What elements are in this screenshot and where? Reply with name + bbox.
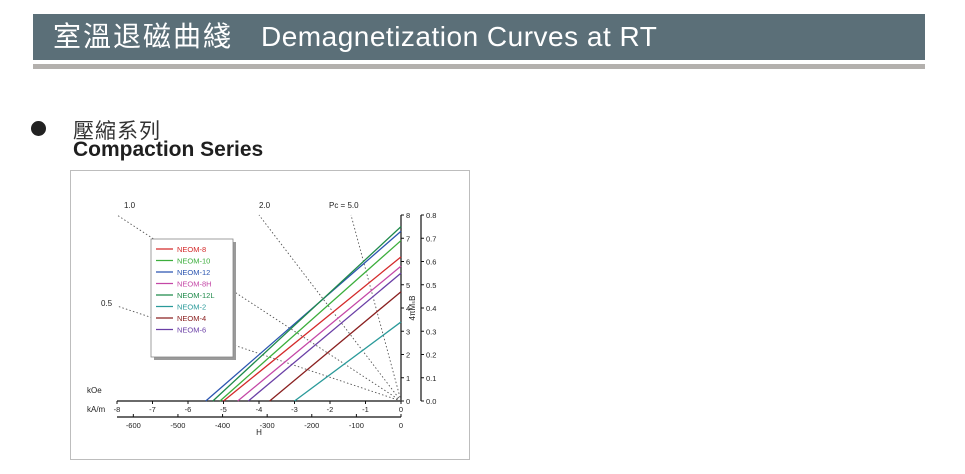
y-axis-label-t: 4πMₛB xyxy=(408,296,417,321)
x-tick-label-koe: -1 xyxy=(362,405,369,414)
legend-label: NEOM-8 xyxy=(177,245,206,254)
x-axis-label-h: H xyxy=(256,428,262,437)
section-title-cjk: 壓縮系列 xyxy=(73,120,161,143)
series-line xyxy=(205,230,402,402)
legend-label: NEOM-12L xyxy=(177,291,215,300)
series-line xyxy=(223,256,402,402)
demagnetization-chart: 1.0 2.0 Pc = 5.0 0.5 -8 -7 -6 -5 -4 -3 -2 -1 0 kOe kA/… xyxy=(87,201,436,437)
y-tick-label-t: 0.4 xyxy=(426,304,436,313)
load-line-label: 1.0 xyxy=(124,201,136,210)
y-tick-label-kg: 5 xyxy=(406,281,410,290)
x-tick-label-koe: -7 xyxy=(149,405,156,414)
series-line xyxy=(247,272,402,402)
y-tick-label-kg: 3 xyxy=(406,327,410,336)
series-line xyxy=(269,291,402,402)
y-tick-label-t: 0.0 xyxy=(426,397,436,406)
y-tick-label-kg: 6 xyxy=(406,258,410,267)
series-line xyxy=(237,265,402,402)
x-tick-label-koe: -6 xyxy=(185,405,192,414)
section-bullet-icon xyxy=(31,121,46,136)
x-tick-label-koe: -5 xyxy=(220,405,227,414)
x-axis-unit-kam: kA/m xyxy=(87,405,106,414)
x-tick-label-kam: -600 xyxy=(126,421,141,430)
x-tick-label-kam: -100 xyxy=(349,421,364,430)
legend-box xyxy=(150,238,234,358)
header-divider xyxy=(33,64,925,69)
y-tick-label-t: 0.8 xyxy=(426,211,436,220)
y-tick-label-t: 0.7 xyxy=(426,234,436,243)
y-tick-label-kg: 8 xyxy=(406,211,410,220)
y-tick-label-t: 0.5 xyxy=(426,281,436,290)
chart-frame: 1.0 2.0 Pc = 5.0 0.5 -8 -7 -6 -5 -4 -3 -2 -1 0 kOe kA/… xyxy=(70,170,470,460)
x-tick-label-koe: -2 xyxy=(327,405,334,414)
load-line xyxy=(350,214,402,402)
x-tick-label-kam: -500 xyxy=(170,421,185,430)
x-tick-label-koe: -3 xyxy=(291,405,298,414)
y-tick-label-t: 0.6 xyxy=(426,258,436,267)
y-tick-label-t: 0.2 xyxy=(426,351,436,360)
x-tick-label-kam: -200 xyxy=(304,421,319,430)
series-line xyxy=(294,321,402,402)
load-line-label: 0.5 xyxy=(101,299,113,308)
y-tick-label-t: 0.1 xyxy=(426,374,436,383)
load-line-label: Pc = 5.0 xyxy=(329,201,359,210)
load-line xyxy=(258,214,402,402)
x-tick-label-koe: -4 xyxy=(256,405,263,414)
legend-label: NEOM-12 xyxy=(177,268,210,277)
y-tick-label-kg: 2 xyxy=(406,351,410,360)
x-tick-label-kam: -300 xyxy=(260,421,275,430)
x-tick-label-koe: 0 xyxy=(399,405,403,414)
y-tick-label-kg: 7 xyxy=(406,234,410,243)
x-tick-label-kam: 0 xyxy=(399,421,403,430)
x-tick-label-kam: -400 xyxy=(215,421,230,430)
y-tick-label-kg: 1 xyxy=(406,374,410,383)
legend-label: NEOM-6 xyxy=(177,326,206,335)
legend-label: NEOM-8H xyxy=(177,280,212,289)
y-tick-label-t: 0.3 xyxy=(426,327,436,336)
y-tick-label-kg: 4 xyxy=(406,304,410,313)
header-title-en: Demagnetization Curves at RT xyxy=(261,21,658,52)
load-line-label: 2.0 xyxy=(259,201,271,210)
section-title-en: Compaction Series xyxy=(73,138,264,161)
legend-label: NEOM-2 xyxy=(177,303,206,312)
y-tick-label-kg: 0 xyxy=(406,397,410,406)
legend-label: NEOM-4 xyxy=(177,314,206,323)
header-title-cjk: 室溫退磁曲綫 xyxy=(53,21,234,52)
series-line xyxy=(212,226,402,402)
load-line xyxy=(116,214,402,402)
legend-label: NEOM-10 xyxy=(177,257,210,266)
page-header: 室溫退磁曲綫 Demagnetization Curves at RT xyxy=(33,14,925,60)
x-axis-unit-koe: kOe xyxy=(87,386,102,395)
x-tick-label-koe: -8 xyxy=(114,405,121,414)
series-line xyxy=(219,240,402,402)
